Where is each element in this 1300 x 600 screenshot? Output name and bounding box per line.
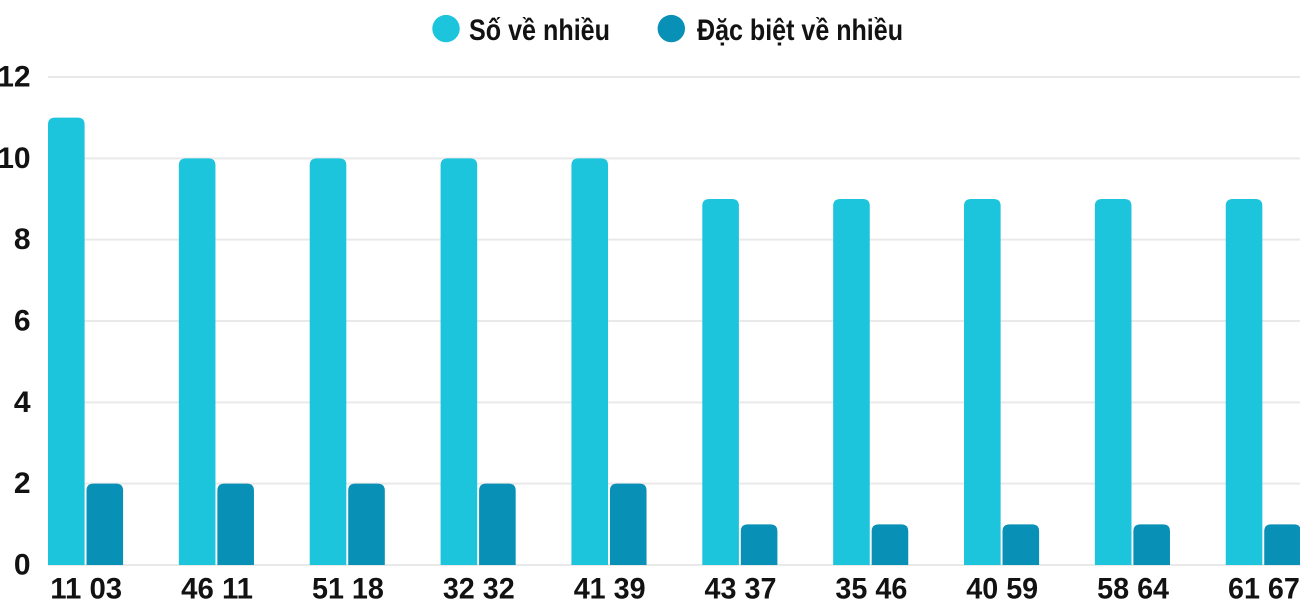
svg-text:46 11: 46 11 (181, 573, 253, 600)
svg-text:8: 8 (14, 223, 31, 256)
svg-text:12: 12 (0, 61, 31, 94)
svg-text:51 18: 51 18 (312, 573, 384, 600)
svg-text:35 46: 35 46 (835, 573, 907, 600)
svg-text:40 59: 40 59 (966, 573, 1038, 600)
svg-text:11 03: 11 03 (50, 573, 122, 600)
svg-text:61 67: 61 67 (1228, 573, 1300, 600)
svg-text:0: 0 (14, 549, 31, 582)
svg-text:Đặc biệt về nhiều: Đặc biệt về nhiều (697, 14, 903, 47)
svg-text:10: 10 (0, 142, 31, 175)
svg-text:32 32: 32 32 (443, 573, 515, 600)
svg-text:6: 6 (14, 305, 31, 338)
svg-text:58 64: 58 64 (1097, 573, 1169, 600)
svg-text:43 37: 43 37 (705, 573, 777, 600)
svg-text:4: 4 (14, 386, 31, 419)
svg-text:Số về nhiều: Số về nhiều (469, 14, 610, 47)
svg-text:41 39: 41 39 (574, 573, 646, 600)
svg-text:2: 2 (14, 467, 31, 500)
